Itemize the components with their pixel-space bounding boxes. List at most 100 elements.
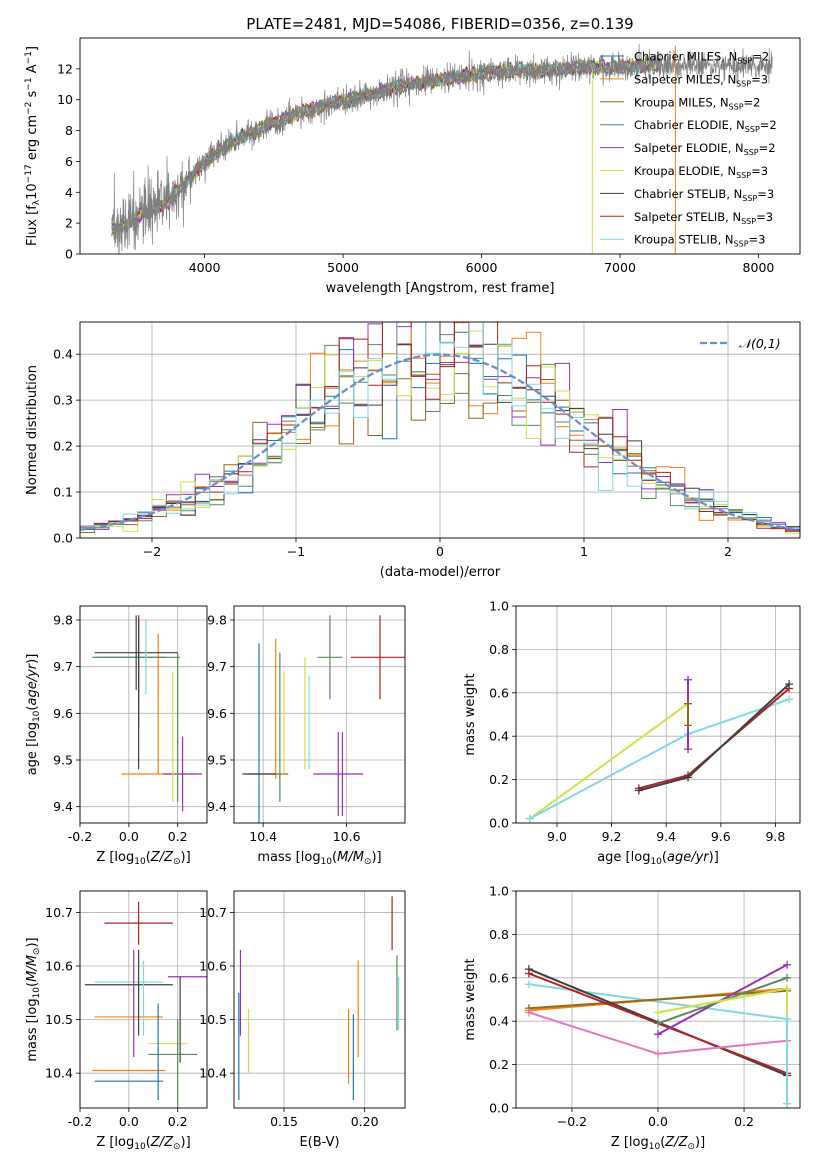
label-part: Z [log xyxy=(96,850,134,865)
x-tick-label: 2 xyxy=(724,544,732,559)
y-tick-label: 0.8 xyxy=(489,642,509,657)
x-tick-label: 0.0 xyxy=(648,1114,668,1129)
label-part: Kroupa MILES, N xyxy=(634,95,729,109)
x-tick-label: 0.0 xyxy=(119,829,139,844)
y-tick-label: 9.6 xyxy=(207,706,227,721)
label-part: =3 xyxy=(751,164,768,178)
label-part: Chabrier STELIB, N xyxy=(634,187,742,201)
y-tick-label: 12 xyxy=(57,61,73,76)
x-axis-label: mass [log10(M/M⊙)] xyxy=(257,850,381,867)
label-part: age/yr xyxy=(667,850,710,865)
label-part: λ xyxy=(32,199,42,205)
weight-vs-metallicity-panel: −0.2 0.0 0.2 0.0 0.2 0.4 0.6 0.8 1.0 Z [log10(Z/Z… xyxy=(463,884,801,1152)
label-part: ] xyxy=(25,46,40,51)
errorbars xyxy=(242,615,405,823)
x-tick-label: 8000 xyxy=(743,260,775,275)
normal-curve xyxy=(80,353,798,532)
x-axis-label: Z [log10(Z/Z⊙)] xyxy=(96,1135,190,1152)
label-part: ⊙ xyxy=(364,857,372,867)
y-tick-label: 9.4 xyxy=(53,799,73,814)
x-tick-label: 9.6 xyxy=(711,829,731,844)
x-tick-label: 1 xyxy=(580,544,588,559)
errorbars xyxy=(84,901,207,1108)
label-part: Kroupa ELODIE, N xyxy=(634,164,736,178)
x-tick-label: -0.2 xyxy=(68,829,92,844)
label-part: SSP xyxy=(737,57,752,66)
y-tick-label: 9.8 xyxy=(53,613,73,628)
y-tick-label: 0.6 xyxy=(489,970,509,985)
legend-label: Salpeter ELODIE, NSSP=2 xyxy=(634,141,776,157)
label-part: 10 xyxy=(25,183,40,200)
axes-frame xyxy=(233,890,406,1109)
x-tick-label: 0.20 xyxy=(351,1114,379,1129)
y-axis-label: mass weight xyxy=(463,958,478,1040)
label-part: =2 xyxy=(744,95,761,109)
y-tick-label: 0 xyxy=(65,247,73,262)
label-part: 10 xyxy=(321,857,333,867)
y-tick-label: 0.6 xyxy=(489,685,509,700)
label-part: Z [log xyxy=(611,1135,649,1150)
label-part: ⊙ xyxy=(32,948,42,956)
x-axis-label: wavelength [Angstrom, rest frame] xyxy=(326,281,555,296)
spectrum-panel: 4000 5000 6000 7000 8000 0 2 4 6 8 10 12 wavelength … xyxy=(24,37,801,296)
legend-label: 𝒩(0,1) xyxy=(739,336,781,351)
x-tick-label: 0 xyxy=(436,544,444,559)
axes-frame xyxy=(79,605,208,824)
y-tick-label: 1.0 xyxy=(489,884,509,899)
y-tick-label: 0.4 xyxy=(489,1014,509,1029)
x-tick-label: 0.2 xyxy=(168,1114,188,1129)
x-tick-label: 9.4 xyxy=(656,829,676,844)
legend-label: Kroupa ELODIE, NSSP=3 xyxy=(634,164,768,180)
x-axis-label: Z [log10(Z/Z⊙)] xyxy=(96,850,190,867)
histogram-step xyxy=(80,322,800,533)
label-part: mass [log xyxy=(25,998,40,1061)
y-tick-label: 0.4 xyxy=(53,347,73,362)
y-tick-label: 9.8 xyxy=(207,613,227,628)
label-part: Chabrier ELODIE, N xyxy=(634,118,745,132)
y-tick-label: 10.5 xyxy=(199,1012,227,1027)
x-tick-label: −0.2 xyxy=(557,1114,587,1129)
x-tick-label: 7000 xyxy=(604,260,636,275)
residuals-panel: −2 −1 0 1 2 0.0 0.1 0.2 0.3 0.4 (data-model)/error… xyxy=(25,321,801,580)
label-part: s xyxy=(25,90,40,101)
x-tick-label: 6000 xyxy=(466,260,498,275)
y-tick-label: 8 xyxy=(65,123,73,138)
label-part: =3 xyxy=(751,72,768,86)
label-part: Salpeter STELIB, N xyxy=(634,210,741,224)
x-tick-label: -0.2 xyxy=(68,1114,92,1129)
label-part: =2 xyxy=(752,50,769,64)
x-tick-label: −2 xyxy=(143,544,161,559)
x-tick-label: 0.2 xyxy=(734,1114,754,1129)
y-tick-label: 0.0 xyxy=(53,531,73,546)
x-axis-label: Z [log10(Z/Z⊙)] xyxy=(611,1135,705,1152)
grid-lines xyxy=(234,606,405,823)
y-tick-label: 0.8 xyxy=(489,927,509,942)
label-part: ⊙ xyxy=(687,1142,695,1152)
label-part: ⊙ xyxy=(173,1142,181,1152)
axes-frame xyxy=(515,890,801,1109)
legend-label: Salpeter STELIB, NSSP=3 xyxy=(634,210,773,226)
label-part: =3 xyxy=(756,210,773,224)
y-tick-label: 0.2 xyxy=(53,439,73,454)
y-tick-label: 9.5 xyxy=(53,753,73,768)
y-tick-label: 9.7 xyxy=(207,659,227,674)
label-part: −2 xyxy=(24,102,34,115)
legend-label: Kroupa MILES, NSSP=2 xyxy=(634,95,760,111)
label-part: Flux [f xyxy=(25,205,40,246)
x-axis-label: E(B-V) xyxy=(299,1135,339,1150)
y-tick-label: 0.2 xyxy=(489,1057,509,1072)
label-part: ( xyxy=(146,850,151,865)
axes-frame xyxy=(79,321,801,539)
legend-label: Salpeter MILES, NSSP=3 xyxy=(634,72,768,88)
label-part: SSP xyxy=(736,171,751,180)
y-tick-label: 9.6 xyxy=(53,706,73,721)
label-part: =3 xyxy=(757,187,774,201)
label-part: Salpeter ELODIE, N xyxy=(634,141,744,155)
axes-frame xyxy=(79,37,801,255)
label-part: SSP xyxy=(742,194,757,203)
label-part: M/M xyxy=(337,850,364,865)
weight-series xyxy=(525,675,794,823)
label-part: )] xyxy=(181,850,191,865)
weight-line xyxy=(638,687,790,790)
y-tick-label: 0.3 xyxy=(53,393,73,408)
